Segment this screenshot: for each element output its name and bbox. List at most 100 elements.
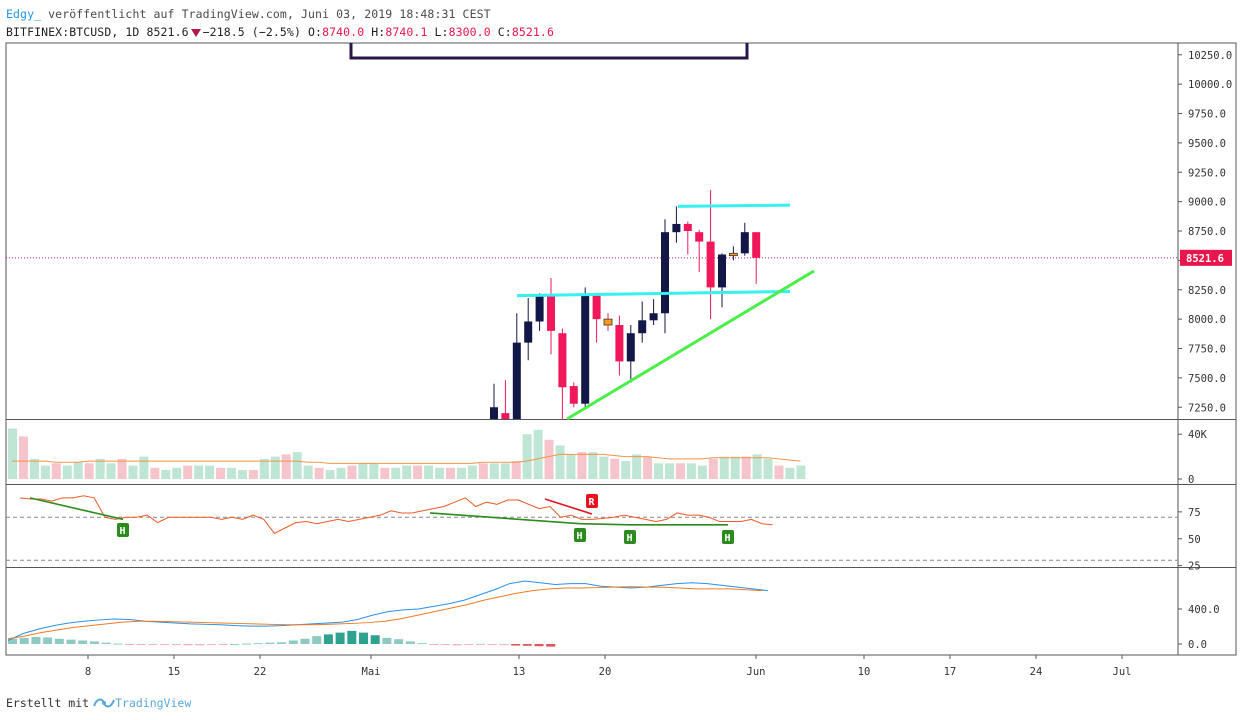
bearish-divergence-line: [544, 498, 593, 515]
volume-bar: [303, 465, 313, 479]
macd-line: [7, 580, 769, 641]
macd-histogram-bar: [452, 644, 462, 646]
volume-bar: [774, 465, 784, 479]
volume-bar: [632, 454, 642, 479]
candle-body: [626, 333, 635, 362]
macd-histogram-bar: [242, 643, 251, 645]
divergence-marker-h: [117, 523, 129, 537]
volume-bar: [117, 458, 127, 479]
title-box: [349, 43, 749, 60]
volume-bar: [194, 465, 204, 479]
macd-histogram-bar: [499, 644, 509, 646]
volume-bar: [643, 456, 653, 479]
rsi-tick-label: 50: [1188, 534, 1201, 546]
volume-bar: [29, 458, 39, 479]
volume-bar: [577, 452, 587, 479]
time-tick-label: 20: [599, 666, 612, 678]
tradingview-brand[interactable]: TradingView: [115, 696, 192, 710]
volume-bar: [325, 470, 335, 479]
macd-histogram-bar: [323, 634, 333, 644]
volume-bar: [752, 454, 762, 479]
macd-histogram-bar: [464, 644, 474, 645]
volume-bar: [511, 461, 521, 479]
volume-bar: [106, 463, 116, 479]
volume-bar: [588, 452, 598, 479]
macd-histogram-bar: [546, 644, 556, 647]
divergence-marker-r: [586, 494, 598, 508]
candle-body: [581, 295, 590, 404]
author-name[interactable]: Edgy_: [6, 7, 42, 21]
candle-body: [649, 313, 658, 321]
time-tick-label: Mai: [362, 666, 381, 678]
candle-body: [490, 407, 498, 419]
volume-bar: [686, 463, 696, 479]
volume-bar: [665, 463, 674, 479]
volume-bar: [599, 456, 609, 479]
price-tick-label: 10000.0: [1188, 79, 1232, 91]
macd-histogram-bar: [43, 637, 53, 644]
divergence-marker-label: H: [627, 533, 633, 544]
volume-bar: [456, 467, 466, 479]
chart-frame: [5, 42, 1237, 656]
volume-bar: [270, 456, 280, 479]
price-tick-label: 7750.0: [1188, 344, 1226, 356]
tradingview-logo-icon[interactable]: [93, 696, 116, 713]
open-label: O:: [308, 25, 323, 39]
candle-body: [683, 223, 692, 231]
candle-body: [638, 320, 647, 334]
price-tick-label: 7250.0: [1188, 402, 1226, 414]
candle-body: [706, 241, 715, 288]
macd-histogram-bar: [31, 637, 41, 644]
volume-bar: [128, 465, 138, 479]
volume-bar: [730, 456, 740, 479]
volume-bar: [18, 436, 28, 479]
macd-histogram-bar: [206, 644, 216, 645]
macd-histogram-bar: [101, 642, 111, 644]
time-tick-label: 15: [168, 666, 181, 678]
volume-bar: [336, 467, 346, 479]
volume-tick-label: 40K: [1188, 429, 1208, 441]
macd-histogram-bar: [183, 644, 193, 646]
macd-histogram-bar: [417, 643, 427, 645]
made-with-text: Erstellt mit: [6, 696, 90, 710]
volume-bar: [150, 467, 160, 479]
bullish-divergence-line: [579, 522, 631, 526]
macd-histogram-bar: [288, 640, 298, 644]
volume-bar: [358, 463, 368, 479]
divergence-marker-label: H: [577, 531, 583, 542]
candle-body: [592, 295, 601, 320]
bullish-divergence-line: [29, 497, 124, 521]
time-tick-label: 22: [254, 666, 267, 678]
low-label: L:: [434, 25, 449, 39]
volume-bar: [489, 463, 499, 479]
macd-histogram-bar: [429, 644, 439, 645]
volume-bar: [719, 456, 729, 479]
volume-bar: [424, 465, 434, 479]
candle-body: [672, 223, 681, 233]
macd-histogram-bar: [136, 644, 146, 645]
divergence-marker-label: H: [725, 533, 731, 544]
volume-bar: [161, 470, 171, 479]
volume-bar: [347, 465, 357, 479]
last-price-badge: [1180, 249, 1232, 266]
candle-body: [615, 325, 624, 362]
time-tick-label: 13: [513, 666, 526, 678]
volume-bar: [380, 467, 390, 479]
high-value: 8740.1: [385, 25, 428, 39]
volume-bar: [467, 465, 477, 479]
macd-histogram-bar: [171, 644, 181, 646]
last-price: 8521.6: [146, 25, 189, 39]
price-chart[interactable]: 10250.010000.09750.09500.09250.09000.087…: [0, 0, 1242, 690]
volume-bar: [391, 467, 401, 479]
volume-bar: [172, 467, 182, 479]
divergence-marker-h: [624, 530, 636, 544]
high-label: H:: [371, 25, 386, 39]
open-value: 8740.0: [322, 25, 365, 39]
volume-bar: [8, 428, 17, 479]
volume-bar: [741, 456, 751, 479]
volume-bar: [95, 458, 105, 479]
time-tick-label: Jun: [747, 666, 766, 678]
symbol-label[interactable]: BITFINEX:BTCUSD, 1D: [6, 25, 140, 39]
price-tick-label: 8000.0: [1188, 314, 1226, 326]
macd-histogram-bar: [394, 639, 404, 644]
